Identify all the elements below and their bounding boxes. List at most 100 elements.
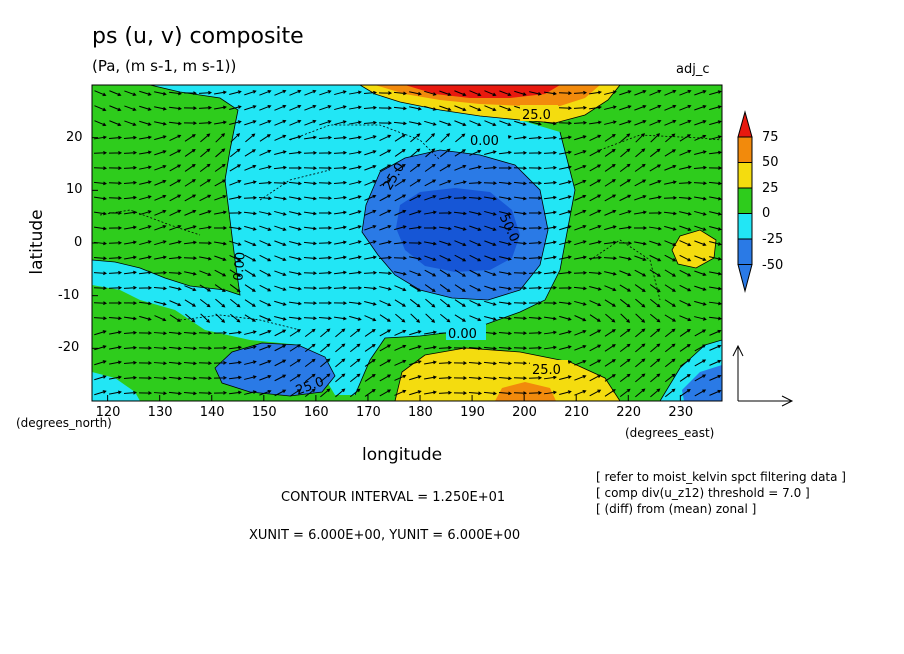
- wind-arrow: [289, 225, 302, 231]
- wind-arrow: [424, 390, 437, 395]
- x-axis-label: longitude: [362, 445, 443, 465]
- contour-fill-50-to-75-south: [495, 382, 556, 401]
- wind-arrow: [169, 286, 182, 291]
- wind-arrow: [588, 120, 602, 125]
- wind-arrow: [574, 374, 587, 381]
- wind-arrow: [244, 149, 256, 157]
- wind-arrow: [304, 358, 316, 368]
- wind-arrow: [513, 271, 528, 276]
- wind-arrow: [229, 284, 241, 293]
- wind-arrow: [349, 240, 362, 246]
- wind-arrow: [664, 299, 676, 307]
- wind-arrow: [619, 298, 631, 308]
- wind-arrow: [454, 180, 467, 185]
- wind-arrow: [469, 90, 482, 97]
- wind-arrow: [168, 106, 182, 111]
- wind-arrow: [424, 284, 436, 293]
- wind-arrow: [573, 120, 588, 125]
- wind-arrow: [709, 374, 722, 381]
- wind-arrow: [604, 285, 617, 292]
- wind-arrow: [393, 91, 407, 96]
- wind-arrow: [679, 240, 692, 247]
- wind-arrow: [94, 345, 107, 351]
- x-tick-label: 190: [460, 405, 485, 420]
- wind-arrow: [364, 194, 377, 201]
- wind-arrow: [424, 210, 437, 215]
- wind-arrow: [335, 373, 346, 383]
- wind-arrow: [139, 315, 152, 321]
- wind-arrow: [139, 240, 152, 246]
- wind-arrow: [244, 180, 257, 185]
- wind-arrow: [94, 105, 107, 112]
- wind-arrow: [169, 134, 182, 141]
- wind-arrow: [364, 224, 377, 231]
- wind-arrow: [349, 165, 362, 170]
- wind-arrow: [424, 163, 436, 172]
- y-tick-label: -20: [58, 340, 80, 356]
- wind-arrow: [123, 165, 138, 170]
- wind-arrow: [198, 241, 213, 245]
- x-tick-label: 120: [95, 405, 121, 420]
- wind-arrow: [709, 120, 722, 126]
- wind-arrow: [274, 344, 287, 352]
- wind-arrow: [154, 121, 167, 126]
- wind-arrow: [123, 210, 137, 215]
- wind-arrow: [469, 211, 482, 216]
- wind-arrow: [394, 389, 407, 396]
- wind-arrow: [634, 179, 647, 187]
- wind-arrow: [394, 359, 407, 366]
- wind-arrow: [154, 164, 167, 171]
- wind-arrow: [648, 226, 662, 231]
- wind-arrow: [664, 358, 676, 368]
- wind-arrow: [694, 240, 707, 247]
- wind-arrow: [214, 120, 227, 125]
- wind-arrow: [288, 301, 302, 306]
- wind-arrow: [259, 299, 272, 307]
- wind-arrow: [543, 270, 557, 275]
- wind-arrow: [543, 135, 558, 140]
- wind-arrow: [154, 135, 167, 141]
- wind-arrow: [528, 285, 543, 290]
- wind-arrow: [604, 120, 617, 125]
- wind-arrow: [513, 181, 528, 186]
- wind-arrow: [679, 315, 692, 322]
- wind-arrow: [198, 391, 213, 396]
- wind-arrow: [649, 269, 661, 277]
- wind-arrow: [649, 179, 662, 186]
- wind-arrow: [605, 313, 616, 323]
- wind-arrow: [93, 196, 107, 201]
- wind-arrow: [513, 166, 528, 171]
- wind-arrow: [274, 104, 287, 111]
- wind-arrow: [559, 345, 572, 350]
- wind-arrow: [484, 210, 497, 216]
- wind-arrow: [108, 196, 123, 201]
- wind-arrow: [154, 315, 167, 322]
- wind-arrow: [528, 240, 543, 245]
- wind-arrow: [604, 163, 616, 172]
- wind-arrow: [349, 225, 362, 231]
- wind-arrow: [259, 329, 272, 336]
- wind-arrow: [228, 390, 242, 395]
- wind-arrow: [214, 179, 227, 187]
- wind-arrow: [498, 286, 512, 291]
- wind-arrow: [528, 181, 543, 185]
- wind-arrow: [634, 241, 647, 246]
- wind-arrow: [619, 179, 631, 187]
- wind-arrow: [348, 286, 363, 290]
- wind-arrow: [289, 256, 302, 261]
- wind-arrow: [274, 119, 287, 126]
- wind-arrow: [409, 375, 422, 381]
- wind-arrow: [349, 150, 362, 155]
- wind-arrow: [93, 301, 108, 306]
- wind-arrow: [694, 270, 707, 276]
- info-line: [ refer to moist_kelvin spct filtering d…: [596, 470, 846, 484]
- wind-arrow: [394, 329, 407, 336]
- wind-arrow: [469, 269, 482, 277]
- wind-arrow: [664, 225, 677, 231]
- colorbar-cell: [737, 213, 753, 240]
- colorbar-label: -25: [762, 232, 784, 247]
- x-tick-label: 220: [616, 405, 642, 420]
- wind-arrow: [679, 254, 692, 262]
- wind-arrow: [139, 90, 152, 96]
- wind-arrow: [589, 329, 602, 337]
